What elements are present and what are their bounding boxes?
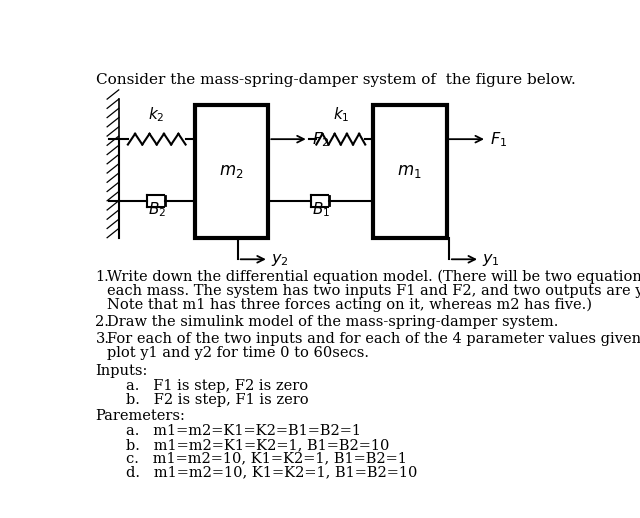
Text: $F_1$: $F_1$: [490, 130, 507, 149]
Bar: [195, 105, 268, 238]
Text: 1.: 1.: [95, 270, 109, 284]
Text: 2.: 2.: [95, 315, 109, 329]
Bar: [373, 105, 447, 238]
Text: c.   m1=m2=10, K1=K2=1, B1=B2=1: c. m1=m2=10, K1=K2=1, B1=B2=1: [127, 452, 408, 466]
Text: Inputs:: Inputs:: [95, 364, 148, 378]
Text: Consider the mass-spring-damper system of  the figure below.: Consider the mass-spring-damper system o…: [95, 73, 575, 87]
Text: plot y1 and y2 for time 0 to 60secs.: plot y1 and y2 for time 0 to 60secs.: [107, 346, 369, 359]
Text: For each of the two inputs and for each of the 4 parameter values given below: For each of the two inputs and for each …: [107, 332, 640, 346]
Text: a.   F1 is step, F2 is zero: a. F1 is step, F2 is zero: [127, 379, 308, 393]
Text: b.   m1=m2=K1=K2=1, B1=B2=10: b. m1=m2=K1=K2=1, B1=B2=10: [127, 438, 390, 452]
Text: $B_1$: $B_1$: [312, 200, 330, 219]
Text: $F_2$: $F_2$: [312, 130, 329, 149]
Text: Write down the differential equation model. (There will be two equations, one fo: Write down the differential equation mod…: [107, 270, 640, 284]
Text: Draw the simulink model of the mass-spring-damper system.: Draw the simulink model of the mass-spri…: [107, 315, 559, 329]
Text: each mass. The system has two inputs F1 and F2, and two outputs are y1 and y2.: each mass. The system has two inputs F1 …: [107, 284, 640, 298]
Text: Note that m1 has three forces acting on it, whereas m2 has five.): Note that m1 has three forces acting on …: [107, 298, 592, 312]
Text: $k_2$: $k_2$: [148, 105, 165, 124]
Text: $m_1$: $m_1$: [397, 163, 422, 180]
Text: 3.: 3.: [95, 332, 109, 346]
Text: $B_2$: $B_2$: [148, 200, 166, 219]
Text: $y_1$: $y_1$: [482, 251, 500, 268]
Text: Paremeters:: Paremeters:: [95, 409, 186, 423]
Text: $y_2$: $y_2$: [271, 251, 289, 268]
Text: $m_2$: $m_2$: [220, 163, 244, 180]
Text: b.   F2 is step, F1 is zero: b. F2 is step, F1 is zero: [127, 393, 309, 407]
Text: $k_1$: $k_1$: [333, 105, 349, 124]
Text: a.   m1=m2=K1=K2=B1=B2=1: a. m1=m2=K1=K2=B1=B2=1: [127, 424, 362, 438]
Text: d.   m1=m2=10, K1=K2=1, B1=B2=10: d. m1=m2=10, K1=K2=1, B1=B2=10: [127, 466, 418, 480]
